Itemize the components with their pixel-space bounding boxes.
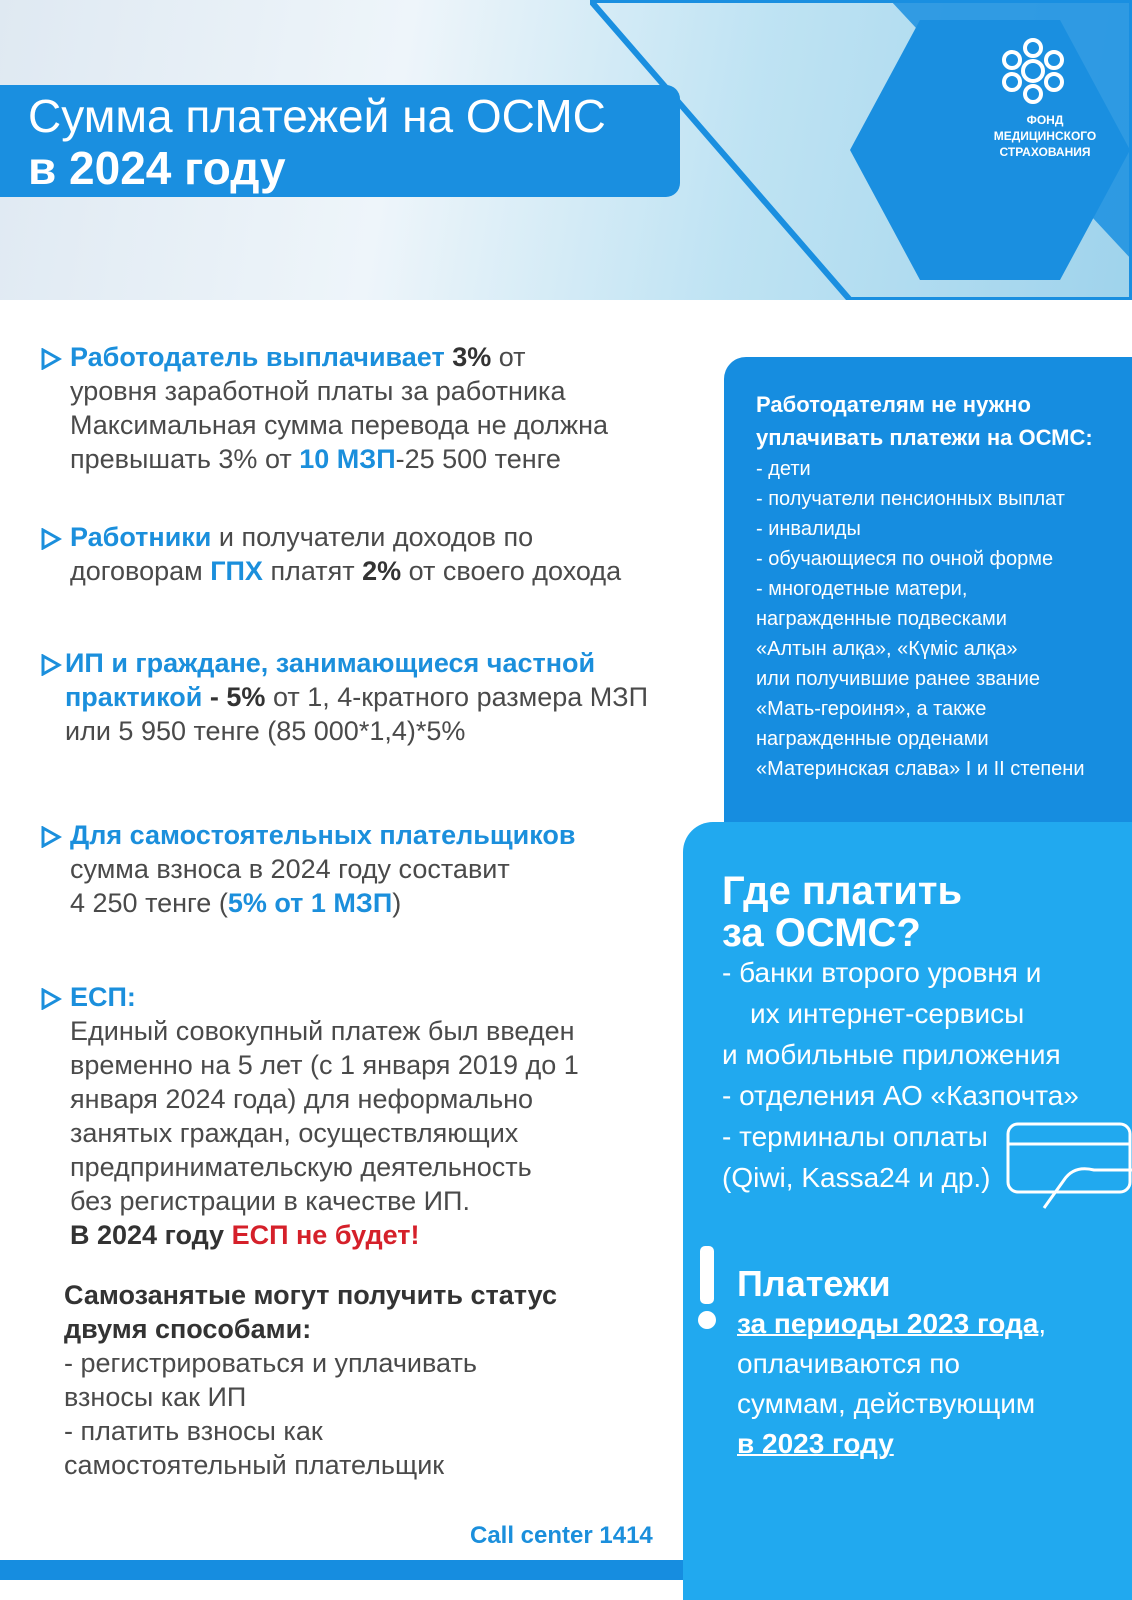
text-run: договорам: [70, 556, 211, 586]
text-run: от своего дохода: [401, 556, 622, 586]
text-run: предпринимательскую деятельность: [70, 1152, 532, 1182]
list-line: - терминалы оплаты: [722, 1121, 988, 1152]
list-line: - многодетные матери,: [756, 578, 968, 600]
logo-line: ФОНД: [1026, 113, 1064, 127]
text-run: 5% от 1 МЗП: [227, 888, 393, 918]
text-run: -25 500 тенге: [395, 444, 561, 474]
title-line: в 2024 году: [28, 142, 286, 194]
panel-title: уплачивать платежи на ОСМС:: [756, 425, 1093, 450]
text-run: В 2024 году: [70, 1220, 232, 1250]
text-run: ЕСП:: [70, 982, 136, 1012]
list-line: награжденные орденами: [756, 728, 989, 750]
text-run: ГПХ: [210, 556, 263, 586]
list-line: или получившие ранее звание: [756, 668, 1040, 690]
list-line: и мобильные приложения: [722, 1039, 1061, 1070]
text-run: ): [392, 888, 402, 918]
text-run: ЕСП не будет!: [231, 1220, 420, 1250]
item: Для самостоятельных плательщиков сумма в…: [41, 818, 576, 920]
title-line: Сумма платежей на ОСМС: [28, 90, 606, 142]
text-run: от: [491, 342, 526, 372]
text-run: Для самостоятельных плательщиков: [70, 820, 576, 850]
text-run: суммам, действующим: [737, 1388, 1036, 1419]
where-title: Где платить за ОСМС?: [722, 870, 962, 954]
list-line: «Алтын алқа», «Күміс алқа»: [756, 638, 1018, 660]
exclamation-icon: [698, 1246, 716, 1329]
text-run: занятых граждан, осуществляющих: [70, 1118, 519, 1148]
list-line: - получатели пенсионных выплат: [756, 488, 1065, 510]
list-line: награжденные подвесками: [756, 608, 1007, 630]
text-run: 4 250 тенге (: [70, 888, 228, 918]
self-employed: Самозанятые могут получить статус двумя …: [64, 1278, 557, 1482]
text-run: января 2024 года) для неформально: [70, 1084, 534, 1114]
item: Работодатель выплачивает 3% от уровня за…: [41, 340, 609, 476]
where-list: - банки второго уровня и их интернет-сер…: [722, 952, 1079, 1198]
list-line: их интернет-сервисы: [750, 998, 1025, 1029]
text-run: 2%: [362, 556, 402, 586]
exempt-panel: [724, 357, 1132, 827]
text-run: уровня заработной платы за работника: [70, 376, 566, 406]
logo-line: СТРАХОВАНИЯ: [999, 145, 1091, 159]
text-run: платят: [262, 556, 363, 586]
text-run: временно на 5 лет (с 1 января 2019 до 1: [70, 1050, 579, 1080]
where-panel: [683, 822, 1132, 1600]
footer-bar: [0, 1560, 683, 1580]
panel-title: за ОСМС?: [722, 911, 921, 955]
panel-title: Где платить: [722, 869, 963, 913]
text-run: за периоды 2023 года: [737, 1308, 1039, 1339]
payments-text: Платежи за периоды 2023 года, оплачивают…: [737, 1264, 1046, 1464]
list-line: «Материнская слава» I и II степени: [756, 758, 1085, 780]
bullet: [41, 348, 62, 370]
call-center: Call center 1414: [470, 1522, 653, 1549]
card-icon: [1006, 1122, 1132, 1209]
text-run: оплачиваются по: [737, 1348, 960, 1379]
text-run: Максимальная сумма перевода не должна: [70, 410, 609, 440]
text-run: 3%: [452, 342, 492, 372]
exempt-text: Работодателям не нужно уплачивать платеж…: [756, 388, 1093, 784]
text-run: без регистрации в качестве ИП.: [70, 1186, 470, 1216]
logo-text: ФОНД МЕДИЦИНСКОГО СТРАХОВАНИЯ: [950, 112, 1132, 160]
text-run: практикой: [65, 682, 203, 712]
text-run: или 5 950 тенге (85 000*1,4)*5%: [65, 716, 466, 746]
list-line: - банки второго уровня и: [722, 957, 1042, 988]
title-box: [0, 85, 680, 197]
text-run: и получатели доходов по: [211, 522, 534, 552]
text-run: 10 МЗП: [299, 444, 396, 474]
text-run: двумя способами:: [64, 1314, 312, 1344]
text-run: превышать 3% от: [70, 444, 300, 474]
text-run: в 2023 году: [737, 1428, 894, 1459]
text-run: от 1, 4-кратного размера МЗП: [265, 682, 648, 712]
logo-line: МЕДИЦИНСКОГО: [993, 129, 1097, 143]
item: Работники и получатели доходов по догово…: [41, 520, 622, 588]
bullet: [41, 528, 62, 550]
list-line: «Мать-героиня», а также: [756, 698, 987, 720]
text-run: Единый совокупный платеж был введен: [70, 1016, 575, 1046]
text-run: - регистрироваться и уплачивать: [64, 1348, 477, 1378]
title: Сумма платежей на ОСМС в 2024 году: [28, 90, 606, 194]
text-run: Работодатель выплачивает: [70, 342, 453, 372]
item: ИП и граждане, занимающиеся частной прак…: [41, 646, 648, 748]
text-run: 5%: [226, 682, 266, 712]
bullet: [41, 826, 62, 848]
list-line: - дети: [756, 458, 811, 480]
panel-title: Платежи: [737, 1263, 891, 1304]
list-line: - инвалиды: [756, 518, 861, 540]
text-run: -: [202, 682, 227, 712]
text-run: взносы как ИП: [64, 1382, 247, 1412]
text-run: самостоятельный плательщик: [64, 1450, 445, 1480]
text-run: Работники: [70, 522, 212, 552]
text-run: - платить взносы как: [64, 1416, 323, 1446]
text-run: Самозанятые могут получить статус: [64, 1280, 558, 1310]
list-line: - отделения АО «Казпочта»: [722, 1080, 1079, 1111]
text-run: ,: [1038, 1308, 1047, 1339]
list-line: (Qiwi, Kassa24 и др.): [722, 1162, 991, 1193]
text-run: сумма взноса в 2024 году составит: [70, 854, 510, 884]
bullet: [41, 988, 62, 1010]
logo-icon: [1002, 38, 1064, 104]
panel-title: Работодателям не нужно: [756, 392, 1031, 417]
item: ЕСП: Единый совокупный платеж был введен…: [41, 980, 579, 1252]
list-line: - обучающиеся по очной форме: [756, 548, 1054, 570]
text-run: ИП и граждане, занимающиеся частной: [65, 648, 596, 678]
bullet: [41, 654, 62, 676]
